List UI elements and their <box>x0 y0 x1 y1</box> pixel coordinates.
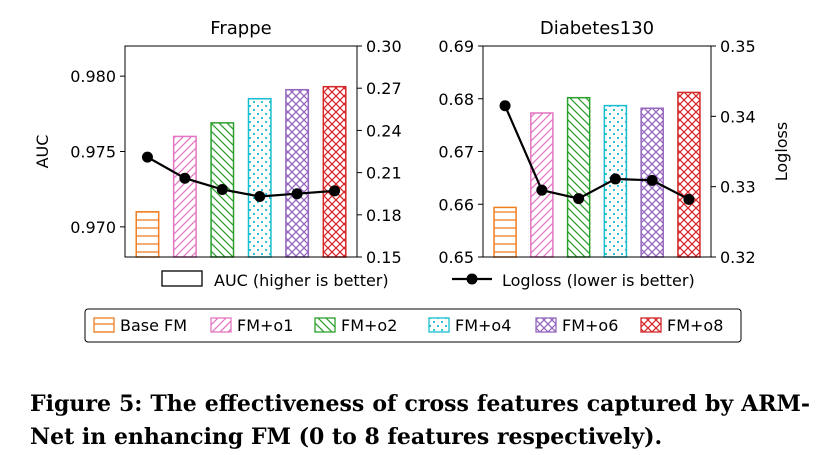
logloss-line <box>146 156 335 198</box>
chart-panel-frappe: Frappe 0.970 0.975 0.980 0.15 0.18 0.21 0.24 0.2… <box>33 18 402 267</box>
bar-base-fm <box>493 206 517 258</box>
panel-title: Frappe <box>210 18 271 39</box>
logloss-point <box>216 183 228 195</box>
auc-legend-label: AUC (higher is better) <box>214 271 389 290</box>
logloss-point <box>141 151 153 163</box>
bar-fm-o2 <box>566 96 591 258</box>
logloss-point <box>329 185 341 197</box>
metric-legend: AUC (higher is better) Logloss (lower is … <box>161 270 695 290</box>
legend-label-o6: FM+o6 <box>562 316 618 335</box>
legend-label-o4: FM+o4 <box>455 316 511 335</box>
legend-swatch-o1 <box>210 317 232 333</box>
y-tick-right: 0.33 <box>720 178 756 197</box>
model-legend-box <box>84 308 742 343</box>
bar-base-fm <box>135 211 160 258</box>
logloss-point <box>683 193 695 205</box>
bar-fm-o8 <box>322 85 347 258</box>
panel-title: Diabetes130 <box>540 18 654 39</box>
legend-label-o2: FM+o2 <box>341 316 397 335</box>
y-tick-left: 0.67 <box>438 143 474 162</box>
y-tick-right: 0.32 <box>720 248 756 267</box>
y-axis-label-left: AUC <box>33 135 52 169</box>
y-tick-left: 0.980 <box>70 67 116 86</box>
legend-swatch-o4 <box>428 317 450 333</box>
legend-swatch-o8 <box>640 317 662 333</box>
logloss-point <box>536 184 548 196</box>
y-tick-right: 0.15 <box>366 248 402 267</box>
legend-swatch-o6 <box>535 317 557 333</box>
y-tick-right: 0.24 <box>366 121 402 140</box>
y-tick-left: 0.68 <box>438 90 474 109</box>
chart-panel-diabetes130: Diabetes130 0.65 0.66 0.67 0.68 0.69 0.32 0.33 0… <box>438 18 791 267</box>
bar-fm-o4 <box>247 98 272 258</box>
y-tick-left: 0.69 <box>438 37 474 56</box>
figure-5-chart: Frappe 0.970 0.975 0.980 0.15 0.18 0.21 0.24 0.2… <box>33 18 791 343</box>
y-tick-right: 0.27 <box>366 79 402 98</box>
logloss-point <box>291 188 303 200</box>
y-tick-right: 0.21 <box>366 164 402 183</box>
y-tick-right: 0.18 <box>366 206 402 225</box>
plot-frame <box>482 45 712 258</box>
legend-swatch-o2 <box>314 317 336 333</box>
y-tick-left: 0.66 <box>438 195 474 214</box>
logloss-legend-marker <box>466 273 478 285</box>
logloss-point <box>254 191 266 203</box>
auc-legend-swatch <box>161 270 203 287</box>
bar-fm-o8 <box>677 91 701 258</box>
logloss-point <box>499 100 511 112</box>
legend-label-o8: FM+o8 <box>667 316 723 335</box>
y-axis-label-right: Logloss <box>772 122 791 181</box>
figure-caption: Figure 5: The effectiveness of cross fea… <box>30 391 810 450</box>
logloss-legend-label: Logloss (lower is better) <box>502 271 695 290</box>
y-tick-left: 0.975 <box>70 143 116 162</box>
logloss-point <box>646 174 658 186</box>
bar-fm-o1 <box>172 135 197 258</box>
y-tick-left: 0.970 <box>70 218 116 237</box>
legend-label-o1: FM+o1 <box>237 316 293 335</box>
logloss-point <box>573 193 585 205</box>
logloss-point <box>609 173 621 185</box>
legend-label-base: Base FM <box>120 316 187 335</box>
y-tick-right: 0.30 <box>366 37 402 56</box>
bar-fm-o6 <box>285 88 310 258</box>
model-legend: Base FM FM+o1 FM+o2 FM+o4 FM+o6 FM+o8 <box>84 308 742 343</box>
y-tick-right: 0.35 <box>720 37 756 56</box>
logloss-point <box>179 172 191 184</box>
legend-swatch-base <box>93 317 115 333</box>
y-tick-right: 0.34 <box>720 107 756 126</box>
logloss-line <box>504 105 690 201</box>
plot-frame <box>124 45 358 258</box>
y-tick-left: 0.65 <box>438 248 474 267</box>
